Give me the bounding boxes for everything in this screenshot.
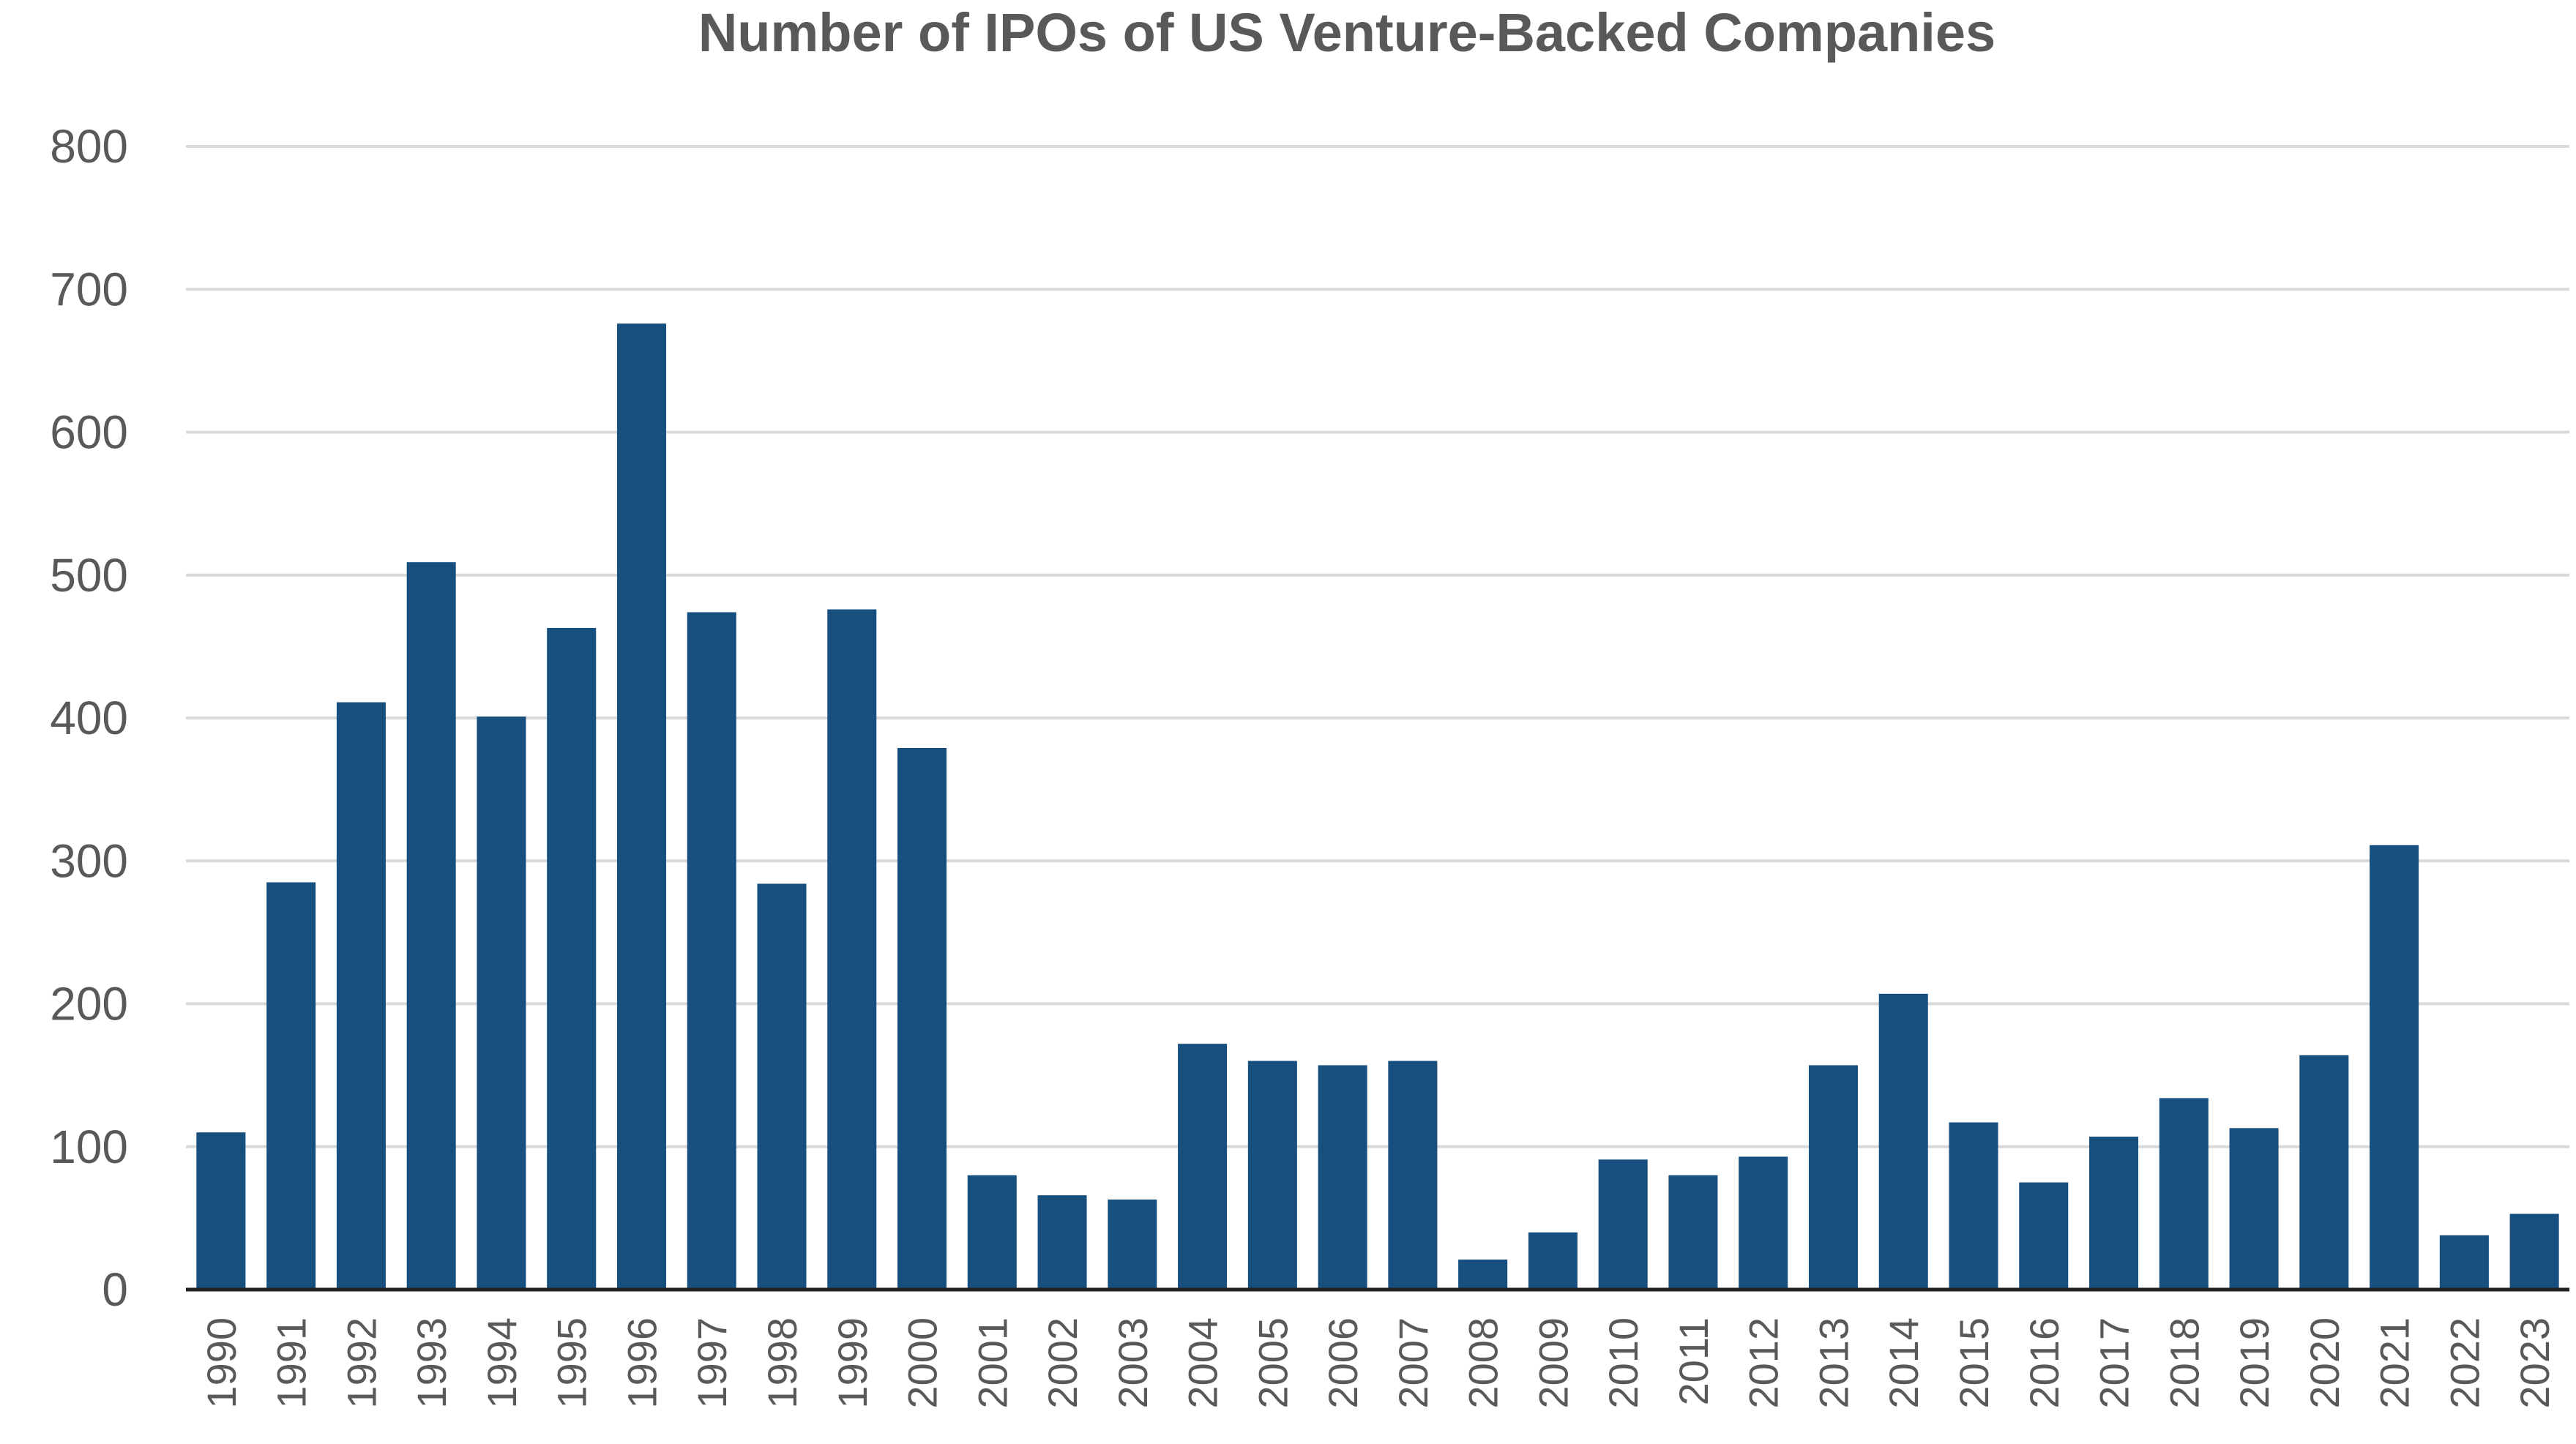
x-tick-label: 2017	[2091, 1317, 2138, 1409]
x-tick-label: 1998	[759, 1317, 805, 1409]
bar-1993	[406, 562, 456, 1290]
y-tick-label: 800	[50, 120, 128, 173]
bar-1996	[616, 323, 666, 1290]
x-tick-label: 2009	[1530, 1317, 1576, 1409]
x-tick-label: 2008	[1460, 1317, 1507, 1409]
x-tick-label: 2021	[2372, 1317, 2418, 1409]
x-tick-label: 1995	[549, 1317, 595, 1409]
y-tick-label: 500	[50, 549, 128, 602]
bar-2018	[2159, 1098, 2209, 1290]
bar-1999	[827, 609, 877, 1290]
y-tick-label: 200	[50, 978, 128, 1030]
x-tick-label: 2006	[1320, 1317, 1366, 1409]
bar-2023	[2509, 1213, 2559, 1290]
bar-2021	[2370, 845, 2419, 1290]
bar-2008	[1458, 1259, 1508, 1290]
bar-1994	[477, 717, 526, 1290]
x-tick-label: 1994	[479, 1317, 525, 1409]
bar-1991	[266, 882, 316, 1290]
bar-2002	[1037, 1195, 1087, 1290]
bar-2017	[2089, 1137, 2139, 1290]
bar-2009	[1528, 1232, 1578, 1290]
bar-2000	[897, 748, 947, 1290]
x-tick-label: 1996	[619, 1317, 665, 1409]
x-tick-label: 2019	[2231, 1317, 2277, 1409]
y-tick-label: 300	[50, 834, 128, 887]
x-tick-label: 2011	[1670, 1317, 1717, 1405]
y-tick-label: 0	[102, 1263, 128, 1316]
x-tick-label: 2001	[969, 1317, 1015, 1409]
x-tick-label: 2012	[1741, 1317, 1787, 1409]
x-tick-label: 1993	[408, 1317, 455, 1409]
x-tick-label: 2003	[1110, 1317, 1156, 1409]
bar-2015	[1949, 1122, 1998, 1290]
bar-2011	[1668, 1175, 1718, 1290]
x-tick-label: 2013	[1810, 1317, 1856, 1409]
x-tick-label: 2002	[1039, 1317, 1086, 1409]
x-tick-label: 1997	[689, 1317, 735, 1409]
bar-2001	[967, 1175, 1017, 1290]
x-tick-label: 2018	[2161, 1317, 2207, 1409]
bar-2014	[1878, 993, 1928, 1290]
x-tick-label: 1999	[829, 1317, 876, 1409]
bar-1992	[336, 702, 386, 1290]
x-tick-label: 2015	[1951, 1317, 1997, 1409]
x-tick-label: 2010	[1600, 1317, 1646, 1409]
gridlines	[186, 145, 2569, 1148]
x-tick-label: 2020	[2301, 1317, 2348, 1409]
x-tick-label: 2016	[2021, 1317, 2067, 1409]
x-tick-label: 1992	[338, 1317, 384, 1409]
bar-2005	[1247, 1060, 1297, 1290]
bar-1995	[547, 627, 597, 1290]
y-axis-ticks: 0 100 200 300 400 500 600 700 800	[50, 120, 128, 1316]
bar-2020	[2299, 1055, 2349, 1290]
bar-2013	[1808, 1065, 1858, 1290]
bar-2022	[2439, 1235, 2489, 1290]
x-tick-label: 2014	[1881, 1317, 1927, 1409]
y-tick-label: 700	[50, 263, 128, 315]
x-tick-label: 1990	[198, 1317, 244, 1409]
x-tick-label: 1991	[269, 1317, 315, 1409]
y-tick-label: 100	[50, 1121, 128, 1173]
x-axis-ticks: 1990 1991 1992 1993 1994 1995 1996 1997 1998 1999…	[198, 1317, 2558, 1409]
bar-2007	[1388, 1060, 1438, 1290]
y-tick-label: 600	[50, 406, 128, 459]
x-tick-label: 2022	[2441, 1317, 2487, 1409]
x-tick-label: 2000	[900, 1317, 946, 1409]
bar-1990	[196, 1132, 246, 1290]
x-tick-label: 2005	[1250, 1317, 1296, 1409]
x-tick-label: 2023	[2512, 1317, 2558, 1409]
x-tick-label: 2007	[1390, 1317, 1436, 1409]
bar-2010	[1598, 1159, 1648, 1290]
bar-2019	[2229, 1128, 2279, 1290]
bar-2004	[1178, 1044, 1228, 1290]
bar-2006	[1318, 1065, 1367, 1290]
bars	[196, 323, 2559, 1290]
x-tick-label: 2004	[1180, 1317, 1226, 1409]
chart-title: Number of IPOs of US Venture-Backed Comp…	[698, 2, 1996, 63]
bar-1998	[757, 883, 807, 1290]
bar-2016	[2019, 1182, 2069, 1290]
y-tick-label: 400	[50, 692, 128, 744]
bar-2012	[1739, 1156, 1788, 1290]
bar-2003	[1108, 1199, 1157, 1290]
bar-1997	[687, 612, 736, 1290]
